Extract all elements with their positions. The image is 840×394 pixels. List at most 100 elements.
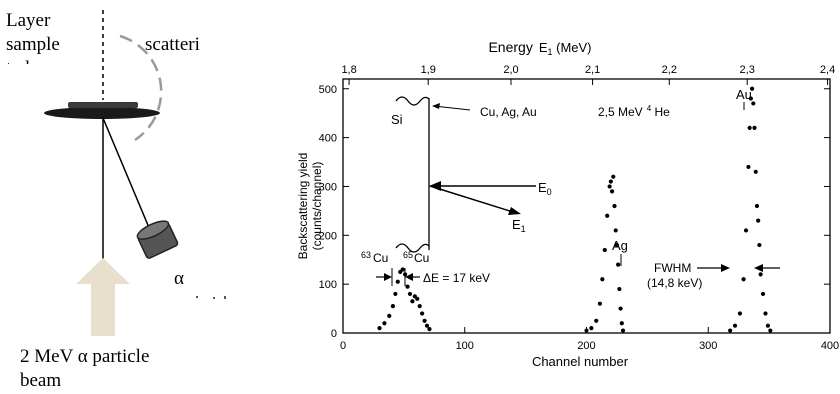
data-point-au	[741, 277, 746, 282]
data-point-cu	[417, 304, 422, 309]
data-point-cu	[395, 279, 400, 284]
y-tick-label: 200	[319, 230, 337, 242]
delta-e-arrowhead-left	[384, 273, 392, 281]
y-axis-ticks: 0 100 200 300 400 500	[319, 84, 830, 340]
sample-label-line-2: sample	[6, 34, 60, 55]
data-point-ag	[609, 189, 615, 194]
data-point-au	[765, 323, 771, 328]
beam-label-line-1: 2 MeV α particle	[20, 346, 149, 367]
au-peak-label: Au	[736, 87, 752, 102]
data-point-ag	[600, 277, 605, 282]
fwhm-label: FWHM	[654, 261, 691, 275]
sample-layer-disc	[44, 107, 160, 119]
top-tick-label: 2,2	[662, 64, 677, 76]
x-tick-label: 200	[577, 340, 595, 352]
rbs-spectrum: Energy E1 (MeV) 1,8 1,9 2,0 2,1 2,2 2,3 2,4 0 10…	[296, 39, 839, 369]
data-point-au	[756, 218, 761, 223]
cu-peak-annotation: 63 Cu 65 Cu ΔE = 17 keV	[361, 250, 490, 286]
data-point-au	[763, 311, 768, 316]
data-point-ag	[618, 306, 623, 311]
y-tick-label: 300	[319, 181, 337, 193]
data-point-ag	[584, 328, 589, 333]
data-point-cu	[422, 318, 427, 323]
data-point-ag	[614, 242, 620, 248]
data-point-au	[768, 328, 773, 333]
cu63-label: Cu	[373, 251, 388, 265]
data-point-au	[758, 272, 763, 277]
inset-e1-arrowhead	[508, 207, 521, 215]
data-point-ag	[620, 328, 626, 333]
beam-arrow	[76, 258, 130, 336]
stray-dot-1	[196, 296, 198, 298]
data-point-au	[757, 242, 762, 248]
inset-metals-arrowhead	[432, 103, 440, 109]
x-tick-label: 400	[821, 340, 839, 352]
top-tick-label: 2,1	[585, 64, 600, 76]
inset-e1-arrow	[429, 185, 514, 213]
top-axis-title: Energy E1 (MeV)	[488, 39, 591, 57]
experimental-setup: Layer sample to be scatteri α 2 MeV α pa…	[0, 10, 226, 391]
inset-metals-label: Cu, Ag, Au	[480, 105, 537, 119]
data-point-ag	[608, 179, 613, 184]
data-point-ag	[597, 301, 602, 306]
stray-dot-2	[213, 297, 215, 299]
beam-energy-label: 2,5 MeV 4 He	[598, 104, 670, 119]
data-point-au	[728, 328, 733, 333]
x-tick-label: 300	[699, 340, 717, 352]
data-point-au	[751, 101, 756, 106]
data-point-cu	[387, 313, 392, 319]
scatter-arc	[119, 34, 163, 142]
data-point-au	[753, 169, 758, 174]
data-point-au	[752, 125, 757, 130]
data-points	[377, 86, 773, 333]
data-point-ag	[589, 326, 594, 331]
y-axis-label-line-2: (counts/channel)	[310, 162, 324, 251]
data-point-cu	[382, 321, 387, 326]
top-tick-label: 2,0	[503, 64, 518, 76]
data-point-ag	[607, 184, 612, 189]
sample-layer-film	[68, 102, 138, 108]
detector	[136, 220, 179, 259]
cu65-label: Cu	[414, 251, 429, 265]
data-point-au	[732, 323, 738, 328]
fwhm-arrowhead-left	[721, 264, 730, 272]
x-axis-label: Channel number	[532, 354, 629, 369]
data-point-ag	[612, 203, 617, 209]
data-point-cu	[377, 326, 382, 331]
data-point-cu	[393, 291, 398, 297]
data-point-cu	[390, 304, 396, 309]
data-point-cu	[420, 311, 425, 316]
data-point-cu	[415, 296, 420, 301]
data-point-au	[749, 86, 755, 91]
top-tick-label: 2,3	[740, 64, 755, 76]
data-point-cu	[427, 326, 432, 332]
data-point-ag	[602, 247, 607, 253]
data-point-ag	[617, 286, 622, 292]
inset-e1-label: E1	[512, 217, 526, 234]
inset-wave-top	[395, 96, 430, 106]
data-point-cu	[424, 323, 430, 328]
data-point-ag	[611, 174, 616, 179]
data-point-au	[748, 96, 753, 101]
data-point-au	[760, 291, 766, 297]
delta-e-label: ΔE = 17 keV	[423, 271, 490, 285]
data-point-cu	[407, 291, 413, 297]
data-point-ag	[594, 318, 599, 323]
cu63-mass-number: 63	[361, 250, 371, 260]
alpha-label: α	[174, 268, 184, 289]
scatter-label: scatteri	[145, 34, 200, 55]
data-point-au	[746, 164, 751, 170]
fwhm-arrowhead-right	[754, 264, 763, 272]
y-axis-label-line-1: Backscattering yield	[296, 153, 310, 260]
detector-face	[136, 220, 170, 240]
data-point-ag	[619, 321, 624, 326]
inset-si-label: Si	[391, 112, 403, 127]
data-point-cu	[402, 272, 408, 277]
data-point-au	[754, 203, 760, 209]
inset-e0-label: E0	[538, 180, 552, 197]
data-point-cu	[410, 299, 415, 304]
cu65-mass-number: 65	[403, 250, 413, 260]
data-point-au	[743, 228, 749, 233]
inset-wave-bottom	[395, 243, 430, 253]
